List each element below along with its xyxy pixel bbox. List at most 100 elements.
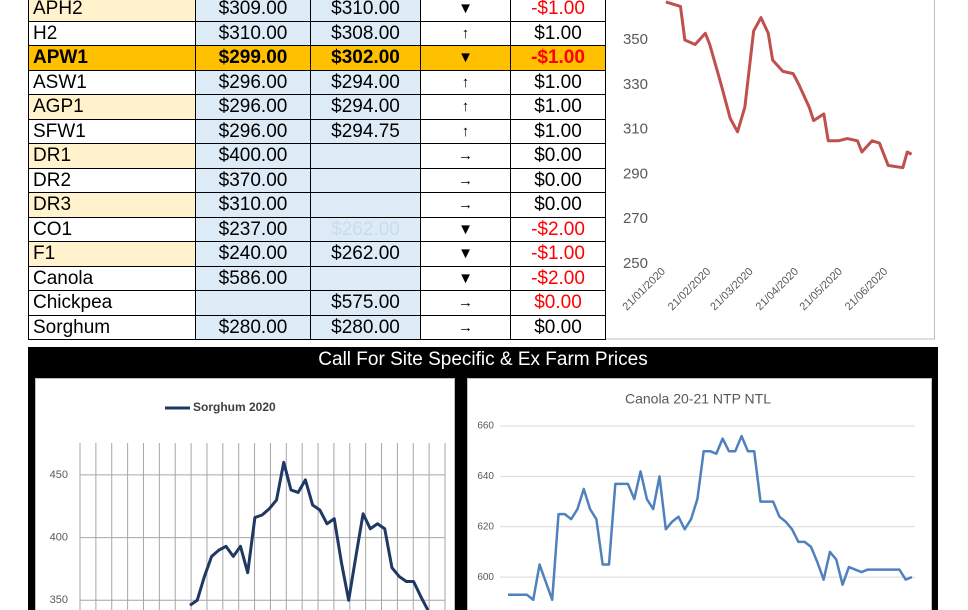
trend-cell: ▼ xyxy=(420,0,511,22)
grade-cell: Chickpea xyxy=(28,290,196,316)
grade-cell: F1 xyxy=(28,241,196,267)
price-cell: $280.00 xyxy=(195,314,311,340)
price-cell: $586.00 xyxy=(195,265,311,291)
price-cell: $240.00 xyxy=(195,241,311,267)
trend-cell: ▼ xyxy=(420,45,511,71)
trend-cell: → xyxy=(420,290,511,316)
price-cell: $309.00 xyxy=(195,0,311,22)
price-cell xyxy=(310,167,421,193)
price-cell: $302.00 xyxy=(310,45,421,71)
price-cell: $294.75 xyxy=(310,118,421,144)
grade-cell: APW1 xyxy=(28,45,196,71)
y-tick-label: 660 xyxy=(477,421,494,432)
price-cell: $294.00 xyxy=(310,69,421,95)
change-cell: -$2.00 xyxy=(510,216,606,242)
table-row: AGP1 $296.00 $294.00 ↑ $1.00 xyxy=(28,94,606,120)
table-row: Sorghum $280.00 $280.00 → $0.00 xyxy=(28,314,606,340)
chart-panel xyxy=(605,0,935,340)
grade-cell: DR1 xyxy=(28,143,196,169)
y-tick-label: 350 xyxy=(50,594,68,606)
trend-cell: ▼ xyxy=(420,216,511,242)
grade-cell: SFW1 xyxy=(28,118,196,144)
grade-cell: DR3 xyxy=(28,192,196,218)
series-line xyxy=(508,434,913,602)
price-cell: $294.00 xyxy=(310,94,421,120)
table-row: H2 $310.00 $308.00 ↑ $1.00 xyxy=(28,20,606,46)
table-row: Chickpea $575.00 → $0.00 xyxy=(28,290,606,316)
table-row: ASW1 $296.00 $294.00 ↑ $1.00 xyxy=(28,69,606,95)
price-cell: $237.00 xyxy=(195,216,311,242)
chart-title: Canola 20-21 NTP NTL xyxy=(625,391,771,407)
change-cell: $0.00 xyxy=(510,143,606,169)
trend-cell: ↑ xyxy=(420,69,511,95)
grade-cell: DR2 xyxy=(28,167,196,193)
change-cell: $0.00 xyxy=(510,167,606,193)
trend-cell: → xyxy=(420,314,511,340)
table-row: DR2 $370.00 → $0.00 xyxy=(28,167,606,193)
price-cell: $400.00 xyxy=(195,143,311,169)
y-tick-label: 450 xyxy=(50,469,68,481)
change-cell: $1.00 xyxy=(510,94,606,120)
change-cell: -$1.00 xyxy=(510,241,606,267)
price-line xyxy=(665,0,913,170)
y-tick-label: 370 xyxy=(623,0,648,3)
price-cell xyxy=(310,265,421,291)
series-line xyxy=(189,460,430,610)
trend-cell: ↑ xyxy=(420,94,511,120)
price-cell: $310.00 xyxy=(310,0,421,22)
change-cell: -$1.00 xyxy=(510,0,606,22)
grade-cell: AGP1 xyxy=(28,94,196,120)
change-cell: $1.00 xyxy=(510,20,606,46)
y-tick-label: 270 xyxy=(623,210,648,227)
canola-chart: 600 620 640 660 Canola 20-21 NTP NTL xyxy=(477,391,915,602)
table-row: Canola $586.00 ▼ -$2.00 xyxy=(28,265,606,291)
change-cell: $1.00 xyxy=(510,69,606,95)
legend-label: Sorghum 2020 xyxy=(193,400,276,414)
price-cell: $308.00 xyxy=(310,20,421,46)
price-cell: $262.00 xyxy=(310,241,421,267)
price-cell: $370.00 xyxy=(195,167,311,193)
change-cell: $1.00 xyxy=(510,118,606,144)
grade-cell: Canola xyxy=(28,265,196,291)
change-cell: $0.00 xyxy=(510,192,606,218)
table-row: SFW1 $296.00 $294.75 ↑ $1.00 xyxy=(28,118,606,144)
grade-cell: H2 xyxy=(28,20,196,46)
price-cell xyxy=(310,192,421,218)
price-cell: $296.00 xyxy=(195,118,311,144)
table-row: APH2 $309.00 $310.00 ▼ -$1.00 xyxy=(28,0,606,22)
price-cell: $280.00 xyxy=(310,314,421,340)
y-tick-label: 620 xyxy=(477,521,494,532)
price-cell: $310.00 xyxy=(195,192,311,218)
table-row: DR1 $400.00 → $0.00 xyxy=(28,143,606,169)
price-cell: $310.00 xyxy=(195,20,311,46)
chart-panel xyxy=(467,378,932,610)
y-tick-label: 290 xyxy=(623,165,648,182)
table-row: DR3 $310.00 → $0.00 xyxy=(28,192,606,218)
chart-panel xyxy=(35,378,455,610)
table-row: F1 $240.00 $262.00 ▼ -$1.00 xyxy=(28,241,606,267)
trend-cell: → xyxy=(420,167,511,193)
y-tick-label: 600 xyxy=(477,572,494,583)
table-row: CO1 $237.00 $262.00 ▼ -$2.00 xyxy=(28,216,606,242)
price-table: APH2 $309.00 $310.00 ▼ -$1.00 H2 $310.00 $308.0… xyxy=(28,0,606,340)
grade-cell: Sorghum xyxy=(28,314,196,340)
y-tick-label: 310 xyxy=(623,121,648,138)
price-cell xyxy=(310,143,421,169)
trend-cell: ↑ xyxy=(420,118,511,144)
price-cell: $299.00 xyxy=(195,45,311,71)
change-cell: $0.00 xyxy=(510,314,606,340)
trend-cell: ↑ xyxy=(420,20,511,46)
banner: Call For Site Specific & Ex Farm Prices xyxy=(28,347,938,372)
price-cell xyxy=(195,290,311,316)
change-cell: $0.00 xyxy=(510,290,606,316)
price-cell: $296.00 xyxy=(195,69,311,95)
y-tick-label: 330 xyxy=(623,76,648,93)
y-tick-label: 400 xyxy=(50,531,68,543)
grade-cell: ASW1 xyxy=(28,69,196,95)
trend-cell: → xyxy=(420,192,511,218)
table-row: APW1 $299.00 $302.00 ▼ -$1.00 xyxy=(28,45,606,71)
y-tick-label: 640 xyxy=(477,471,494,482)
price-cell: $262.00 xyxy=(310,216,421,242)
